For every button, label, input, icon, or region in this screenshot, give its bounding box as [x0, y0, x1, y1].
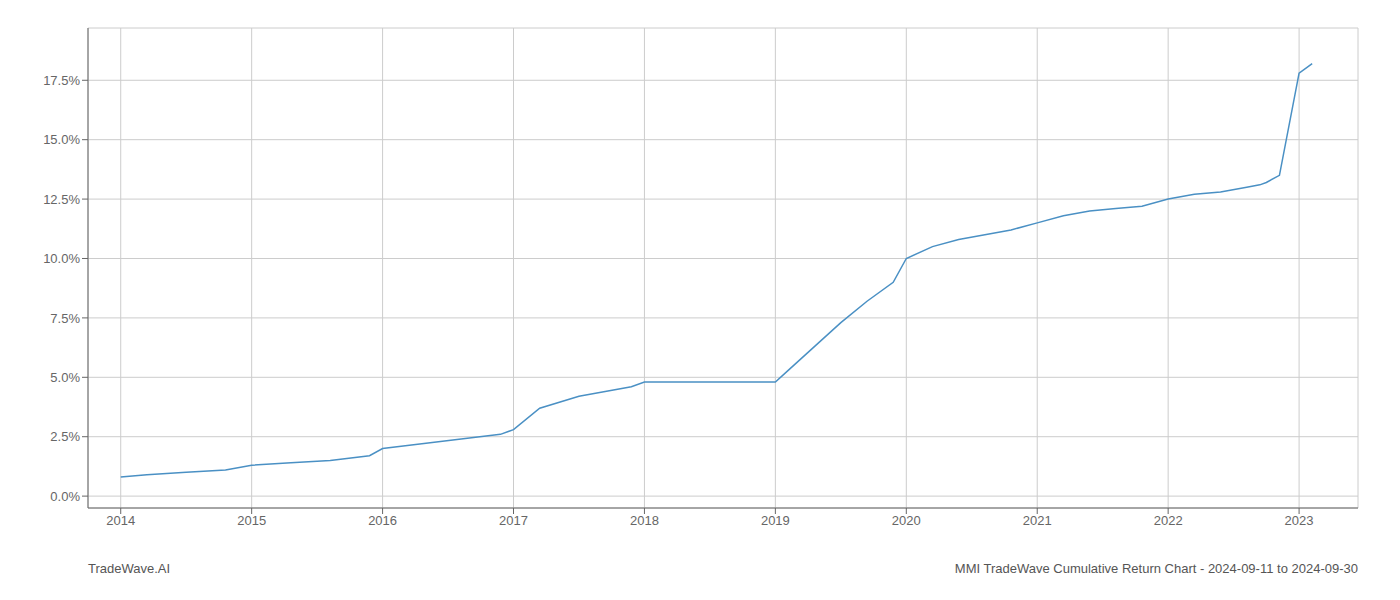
svg-text:15.0%: 15.0%	[43, 132, 80, 147]
html-text:TradeWave.AI: TradeWave.AI	[88, 560, 171, 576]
svg-text:10.0%: 10.0%	[43, 251, 80, 266]
svg-text:2023: 2023	[1285, 513, 1314, 528]
html-text:MMI TradeWave Cumulative Retur: MMI TradeWave Cumulative Return Chart - …	[954, 560, 1358, 576]
svg-text:2020: 2020	[892, 513, 921, 528]
svg-text:2.5%: 2.5%	[50, 429, 80, 444]
svg-text:2019: 2019	[761, 513, 790, 528]
svg-text:0.0%: 0.0%	[50, 489, 80, 504]
svg-text:2015: 2015	[237, 513, 266, 528]
svg-text:2022: 2022	[1154, 513, 1183, 528]
svg-text:2021: 2021	[1023, 513, 1052, 528]
svg-text:17.5%: 17.5%	[43, 73, 80, 88]
svg-text:2016: 2016	[368, 513, 397, 528]
svg-text:12.5%: 12.5%	[43, 192, 80, 207]
svg-text:2017: 2017	[499, 513, 528, 528]
svg-text:5.0%: 5.0%	[50, 370, 80, 385]
svg-text:2018: 2018	[630, 513, 659, 528]
svg-text:2014: 2014	[106, 513, 135, 528]
svg-text:7.5%: 7.5%	[50, 311, 80, 326]
